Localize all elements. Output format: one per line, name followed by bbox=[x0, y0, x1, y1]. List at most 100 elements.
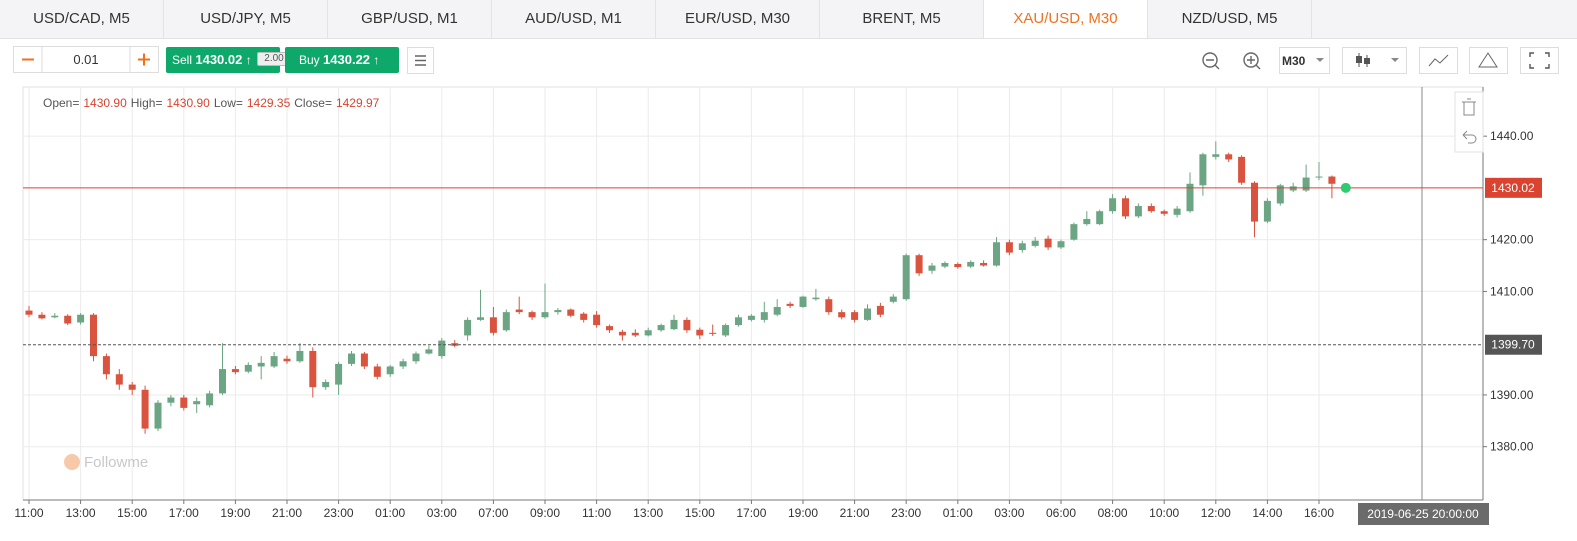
candle-body bbox=[373, 366, 381, 377]
drawing-tools[interactable] bbox=[1469, 47, 1508, 74]
fullscreen[interactable] bbox=[1520, 47, 1559, 74]
delete-icon bbox=[1462, 98, 1476, 116]
candle-body bbox=[1044, 238, 1052, 248]
x-tick-label: 21:00 bbox=[840, 506, 870, 520]
candle-body bbox=[1018, 243, 1026, 251]
candle-body bbox=[335, 363, 343, 385]
x-tick-label: 03:00 bbox=[994, 506, 1024, 520]
sell-label: Sell bbox=[172, 53, 193, 67]
tab[interactable]: BRENT, M5 bbox=[820, 0, 984, 38]
x-tick-label: 17:00 bbox=[736, 506, 766, 520]
candle-body bbox=[902, 255, 910, 300]
zoom-in[interactable] bbox=[1243, 52, 1261, 70]
candle-body bbox=[1276, 185, 1284, 204]
candle-body bbox=[580, 313, 588, 320]
candle-body bbox=[799, 296, 807, 307]
current-price-dot bbox=[1340, 182, 1351, 193]
ohlc-readout: Open= 1430.90 High= 1430.90 Low= 1429.35 Close… bbox=[43, 96, 380, 110]
candle-body bbox=[425, 349, 433, 354]
readout-value: 1429.35 bbox=[247, 96, 291, 110]
candle-body bbox=[1225, 154, 1233, 160]
candle-body bbox=[1251, 182, 1258, 222]
x-tick-label: 15:00 bbox=[685, 506, 715, 520]
menu-button[interactable] bbox=[407, 47, 434, 74]
chart-type-select[interactable] bbox=[1342, 47, 1407, 74]
tab[interactable]: USD/CAD, M5 bbox=[0, 0, 164, 38]
tab[interactable]: AUD/USD, M1 bbox=[492, 0, 656, 38]
candle-body bbox=[980, 262, 988, 266]
candle-body bbox=[1134, 206, 1142, 217]
candle-body bbox=[786, 303, 794, 306]
x-tick-label: 23:00 bbox=[891, 506, 921, 520]
candle-body bbox=[631, 332, 639, 336]
x-tick-label: 13:00 bbox=[66, 506, 96, 520]
zoom-out[interactable] bbox=[1202, 52, 1220, 70]
buy-button[interactable]: Buy 1430.22 ↑ bbox=[285, 47, 399, 73]
candle-body bbox=[115, 374, 123, 385]
crosshair-label-box bbox=[1358, 503, 1489, 525]
tab[interactable]: USD/JPY, M5 bbox=[164, 0, 328, 38]
timeframe-value: M30 bbox=[1282, 54, 1306, 68]
x-tick-label: 23:00 bbox=[324, 506, 354, 520]
x-tick-label: 03:00 bbox=[427, 506, 457, 520]
candle-body bbox=[128, 384, 136, 390]
tab[interactable]: EUR/USD, M30 bbox=[656, 0, 820, 38]
candle-body bbox=[412, 353, 420, 362]
candle-body bbox=[1083, 218, 1091, 225]
candle-body bbox=[1005, 242, 1013, 253]
candle-body bbox=[1328, 176, 1336, 184]
candle-body bbox=[567, 309, 575, 316]
tab[interactable]: GBP/USD, M1 bbox=[328, 0, 492, 38]
candle-body bbox=[1147, 206, 1155, 212]
y-tick-label: 1390.00 bbox=[1490, 388, 1534, 402]
candle-body bbox=[309, 350, 317, 388]
tab[interactable]: XAU/USD, M30 bbox=[984, 0, 1148, 38]
candle-body bbox=[851, 312, 859, 320]
candle-body bbox=[502, 312, 510, 331]
x-tick-label: 17:00 bbox=[169, 506, 199, 520]
y-tick-label: 1380.00 bbox=[1490, 440, 1534, 454]
tab-bar: USD/CAD, M5 USD/JPY, M5 GBP/USD, M1 AUD/USD… bbox=[0, 0, 1577, 39]
y-tick-label: 1420.00 bbox=[1490, 233, 1534, 247]
x-tick-label: 01:00 bbox=[375, 506, 405, 520]
x-tick-label: 19:00 bbox=[788, 506, 818, 520]
price-label: 1430.02 bbox=[1491, 181, 1535, 195]
timeframe-select[interactable] bbox=[1279, 47, 1330, 74]
candle-body bbox=[722, 325, 730, 336]
candle-body bbox=[77, 314, 85, 323]
candle-body bbox=[773, 306, 781, 315]
lot-input[interactable]: 0.01 bbox=[13, 46, 159, 73]
x-tick-label: 01:00 bbox=[943, 506, 973, 520]
candle-body bbox=[606, 326, 613, 331]
indicators[interactable] bbox=[1419, 47, 1458, 74]
candle-body bbox=[1238, 156, 1246, 183]
x-tick-label: 11:00 bbox=[582, 506, 611, 520]
candle-body bbox=[231, 369, 239, 373]
candle-body bbox=[1160, 211, 1168, 214]
candle-body bbox=[928, 265, 936, 271]
candle-body bbox=[528, 312, 536, 318]
tab[interactable]: NZD/USD, M5 bbox=[1148, 0, 1312, 38]
x-tick-label: 08:00 bbox=[1098, 506, 1128, 520]
candle-body bbox=[1315, 176, 1323, 178]
candle-body bbox=[1289, 186, 1297, 191]
lot-value: 0.01 bbox=[73, 52, 99, 67]
candle-body bbox=[1173, 208, 1181, 215]
candle-body bbox=[464, 319, 472, 336]
candle-body bbox=[25, 310, 33, 315]
side-tools bbox=[1454, 91, 1484, 153]
candle-body bbox=[206, 393, 214, 406]
candle-body bbox=[1199, 154, 1207, 186]
candle-body bbox=[709, 332, 717, 334]
candle-body bbox=[825, 299, 833, 313]
candle-body bbox=[1263, 200, 1271, 222]
candle-body bbox=[554, 310, 562, 313]
candle-body bbox=[180, 397, 188, 408]
candle-body bbox=[322, 382, 330, 388]
candle-body bbox=[747, 315, 755, 320]
candle-body bbox=[941, 262, 949, 267]
x-tick-label: 14:00 bbox=[1252, 506, 1282, 520]
lot-stepper bbox=[22, 47, 150, 72]
candle-body bbox=[283, 358, 291, 362]
